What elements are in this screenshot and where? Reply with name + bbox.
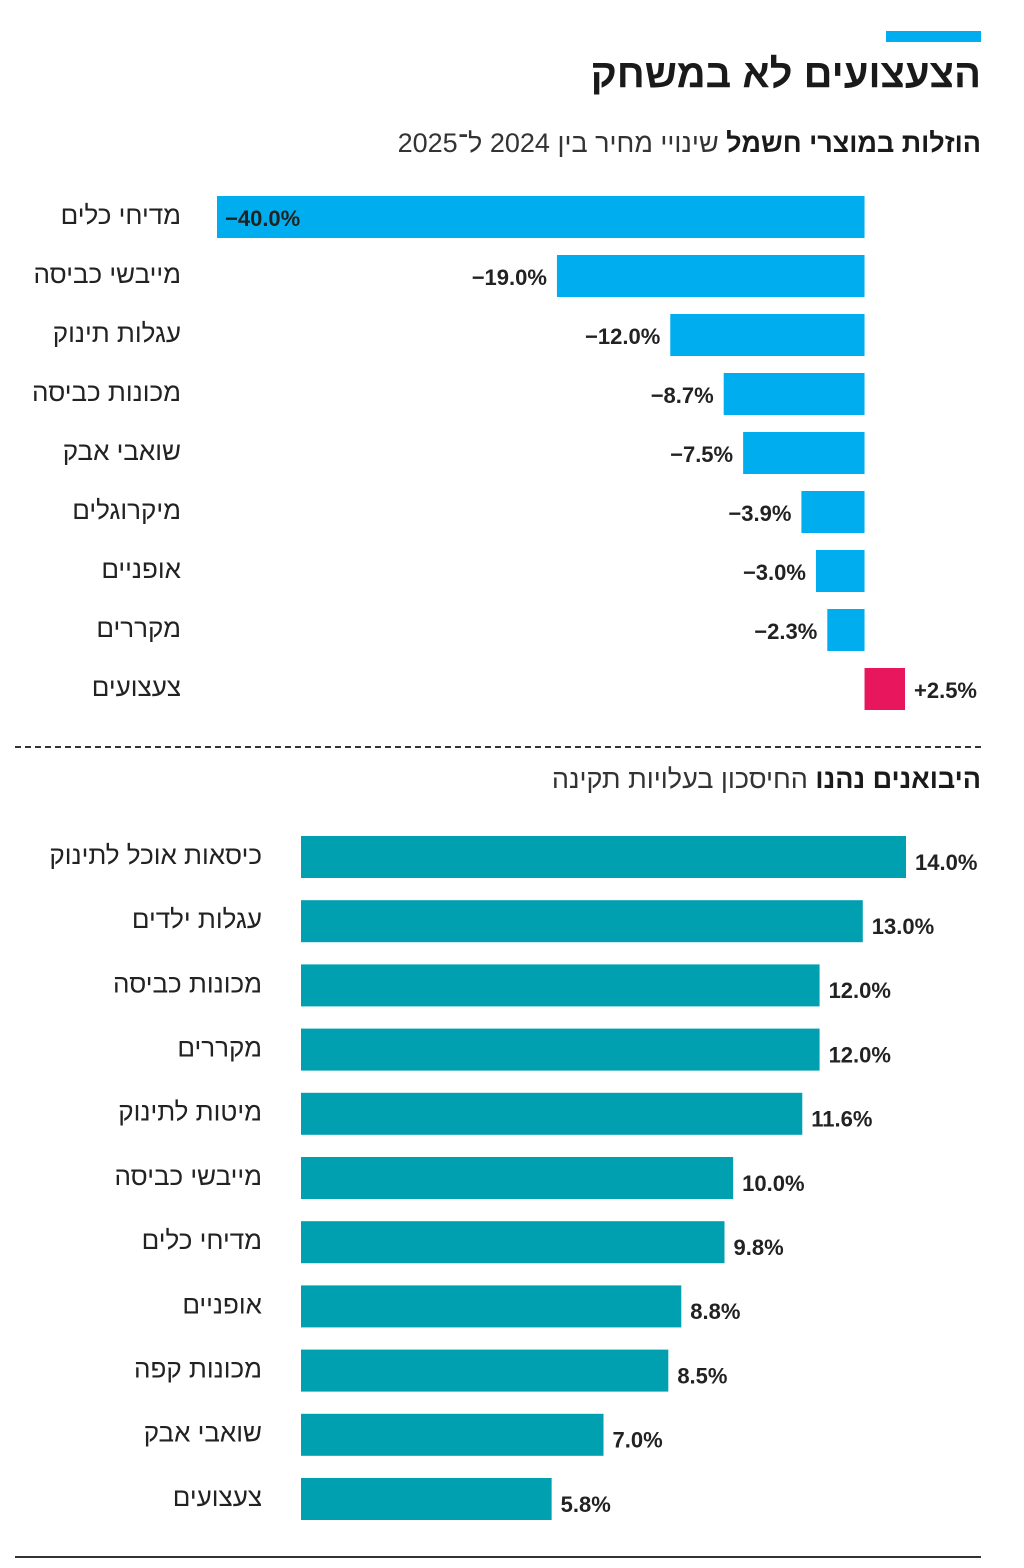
divider (15, 746, 981, 748)
bar (301, 1349, 669, 1392)
category-label: צעצועים (173, 1482, 262, 1512)
category-label: מייבשי כביסה (33, 259, 181, 289)
value-label: 12.0% (829, 1042, 891, 1067)
category-label: מדיחי כלים (61, 200, 181, 230)
bar (670, 314, 865, 356)
category-label: מכונות כביסה (113, 968, 262, 998)
category-label: מכונות קפה (134, 1353, 262, 1383)
bar (301, 1221, 725, 1264)
value-label: −3.9% (728, 501, 791, 526)
category-label: מייבשי כביסה (114, 1161, 262, 1191)
bar (301, 1285, 682, 1328)
chart-title: הוזלות במוצרי חשמל (726, 128, 981, 158)
category-label: מקררים (177, 1032, 262, 1062)
value-label: 14.0% (915, 850, 977, 875)
value-label: 8.5% (677, 1363, 727, 1388)
category-label: מקררים (96, 613, 181, 643)
bar (827, 609, 865, 651)
category-label: מכונות כביסה (32, 377, 181, 407)
value-label: −19.0% (472, 265, 547, 290)
bar (301, 1028, 820, 1071)
value-label: 11.6% (811, 1107, 872, 1132)
category-label: מיטות לתינוק (118, 1097, 262, 1127)
category-label: אופניים (182, 1289, 262, 1319)
value-label: +2.5% (914, 678, 977, 703)
category-label: אופניים (101, 554, 181, 584)
value-label: −12.0% (585, 324, 660, 349)
value-label: −7.5% (670, 442, 733, 467)
category-label: עגלות ילדים (132, 904, 262, 934)
value-label: −3.0% (743, 560, 806, 585)
main-title: הצעצועים לא במשחק (590, 52, 981, 96)
chart-heading: הוזלות במוצרי חשמל שינויי מחיר בין 2024 … (398, 128, 981, 159)
bar (301, 900, 863, 943)
value-label: 10.0% (742, 1171, 804, 1196)
bar (743, 432, 865, 474)
bar (301, 964, 820, 1007)
value-label: −2.3% (754, 619, 817, 644)
bottom-rule (15, 1556, 981, 1558)
value-label: −40.0% (225, 206, 300, 231)
bar (301, 1092, 803, 1135)
bar (815, 550, 865, 592)
bar (301, 836, 906, 878)
value-label: −8.7% (651, 383, 714, 408)
bar (217, 196, 865, 238)
category-label: כיסאות אוכל לתינוק (49, 840, 262, 870)
accent-bar (886, 31, 981, 42)
category-label: עגלות תינוק (53, 318, 181, 348)
bar (301, 1157, 734, 1199)
chart-title: היבואנים נהנו (815, 764, 981, 794)
value-label: 8.8% (690, 1299, 740, 1324)
bar (723, 373, 865, 415)
value-label: 5.8% (561, 1492, 611, 1517)
value-label: 12.0% (829, 978, 891, 1003)
value-label: 9.8% (734, 1235, 784, 1260)
bar (301, 1413, 604, 1456)
bar (301, 1478, 552, 1520)
chart-subtitle: שינויי מחיר בין 2024 ל־2025 (397, 128, 719, 158)
bar (864, 668, 905, 710)
bar (556, 255, 865, 297)
chart-subtitle: החיסכון בעלויות תקינה (551, 764, 808, 794)
category-label: צעצועים (92, 672, 181, 702)
bar (801, 491, 865, 533)
value-label: 13.0% (872, 914, 934, 939)
category-label: שואבי אבק (144, 1418, 262, 1448)
category-label: מיקרוגלים (72, 495, 181, 525)
category-label: מדיחי כלים (142, 1225, 262, 1255)
chart-heading: היבואנים נהנו החיסכון בעלויות תקינה (552, 764, 981, 795)
value-label: 7.0% (613, 1428, 663, 1453)
category-label: שואבי אבק (63, 436, 181, 466)
